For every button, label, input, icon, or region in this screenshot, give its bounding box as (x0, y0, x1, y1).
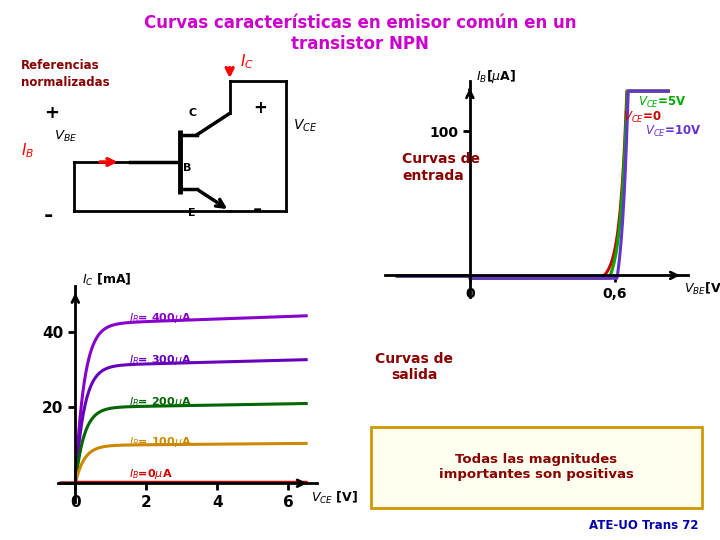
Text: ATE-UO Trans 72: ATE-UO Trans 72 (589, 519, 698, 532)
Text: $V_{BE}$: $V_{BE}$ (54, 130, 77, 145)
Text: C: C (189, 108, 197, 118)
Text: $I_B$= 100$\mu$A: $I_B$= 100$\mu$A (129, 435, 192, 449)
Text: $I_B$=0$\mu$A: $I_B$=0$\mu$A (129, 467, 172, 481)
Text: transistor NPN: transistor NPN (291, 35, 429, 53)
Text: -: - (253, 200, 262, 220)
Text: $I_C$ [mA]: $I_C$ [mA] (82, 272, 132, 288)
Text: Todas las magnitudes
importantes son positivas: Todas las magnitudes importantes son pos… (439, 453, 634, 481)
Text: $V_{CE}$=10V: $V_{CE}$=10V (645, 124, 702, 139)
Text: B: B (184, 164, 192, 173)
Text: $I_B$= 200$\mu$A: $I_B$= 200$\mu$A (129, 395, 192, 409)
Text: $I_B$= 300$\mu$A: $I_B$= 300$\mu$A (129, 353, 192, 367)
Text: $V_{CE}$ [V]: $V_{CE}$ [V] (312, 490, 359, 507)
Text: $V_{CE}$=5V: $V_{CE}$=5V (638, 96, 686, 111)
Text: +: + (44, 104, 59, 123)
Text: $V_{BE}$[V]: $V_{BE}$[V] (684, 281, 720, 297)
Text: Curvas características en emisor común en un: Curvas características en emisor común e… (144, 14, 576, 31)
Text: normalizadas: normalizadas (21, 76, 109, 89)
Text: Referencias: Referencias (21, 59, 99, 72)
Text: $I_B$[$\mu$A]: $I_B$[$\mu$A] (476, 69, 516, 85)
Text: $V_{CE}$: $V_{CE}$ (292, 118, 317, 134)
Text: $V_{CE}$=0: $V_{CE}$=0 (624, 110, 662, 125)
Text: Curvas de
entrada: Curvas de entrada (402, 152, 480, 183)
Text: -: - (44, 206, 53, 226)
Text: Curvas de
salida: Curvas de salida (375, 352, 453, 382)
Text: $I_B$= 400$\mu$A: $I_B$= 400$\mu$A (129, 312, 192, 326)
Text: E: E (189, 208, 196, 218)
Text: $I_B$: $I_B$ (21, 141, 34, 160)
Text: $I_C$: $I_C$ (240, 53, 253, 71)
Text: +: + (253, 99, 266, 117)
